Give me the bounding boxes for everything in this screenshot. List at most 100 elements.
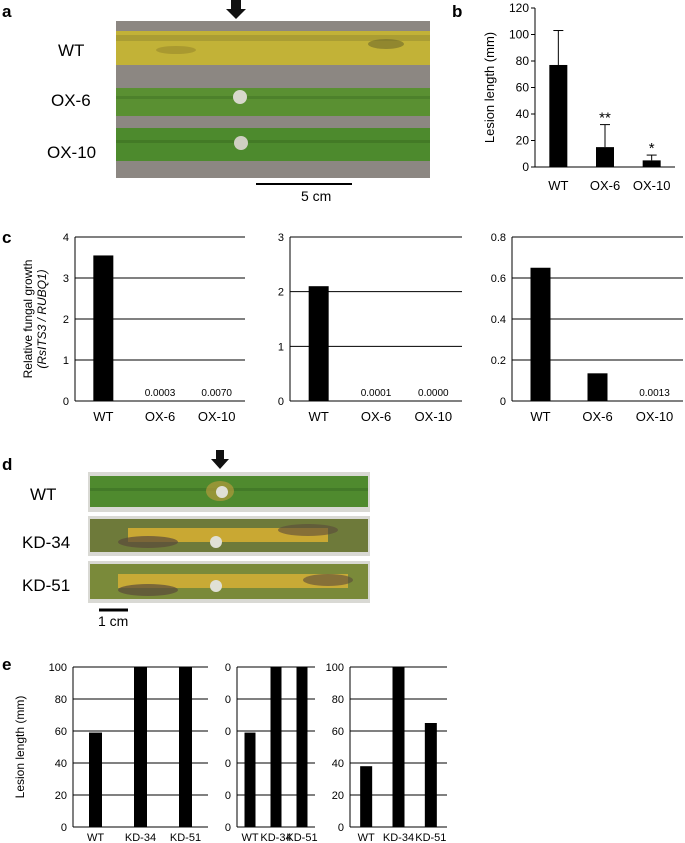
panel-label-b: b (452, 2, 463, 21)
e2-ytick-label: 20 (225, 790, 231, 802)
c1-xtick-label: OX-10 (198, 409, 236, 424)
b-xtick-label: OX-10 (633, 178, 671, 193)
e1-ytick-label: 80 (55, 694, 67, 706)
c1-xtick-label: WT (93, 409, 113, 424)
e1-bar-WT (89, 732, 102, 827)
b-ytick-label: 0 (522, 160, 529, 174)
e1-bar-KD-34 (134, 667, 147, 827)
c2-ytick-label: 3 (278, 232, 284, 244)
e1-bar-KD-51 (179, 667, 192, 827)
photo-a-leaves (116, 0, 430, 185)
c3-ytick-label: 0.4 (491, 314, 506, 326)
b-xtick-label: WT (548, 178, 568, 193)
e2-xtick-label: KD-51 (286, 832, 317, 843)
panel-label-d: d (2, 455, 13, 474)
e3-ytick-label: 100 (326, 662, 344, 674)
c3-xtick-label: WT (530, 409, 550, 424)
e2-xtick-label: KD-34 (260, 832, 291, 843)
e3-xtick-label: KD-51 (415, 832, 446, 843)
e3-ytick-label: 80 (332, 694, 344, 706)
arrow-a-icon (226, 0, 246, 19)
scale-bar-a-label: 5 cm (301, 188, 332, 204)
e3-bar-KD-51 (424, 723, 437, 827)
b-bar-OX-10 (642, 160, 661, 167)
e1-xtick-label: WT (87, 832, 104, 843)
chart-e3: 0 20 40 60 80 100 WT KD-34 KD-51 (326, 662, 447, 843)
c2-bar-WT (308, 286, 329, 401)
c1-value-label: 0.0003 (145, 388, 176, 399)
c3-ytick-label: 0.6 (491, 273, 506, 285)
e1-ytick-label: 40 (55, 758, 67, 770)
chart-e1: 0 20 40 60 80 100 WT KD-34 KD-51 Lesion length (m… (13, 662, 208, 843)
c3-bar-OX-6 (587, 373, 608, 401)
c1-bar-WT (93, 255, 114, 401)
c2-value-label: 0.0001 (361, 388, 392, 399)
e3-xtick-label: WT (358, 832, 375, 843)
b-ytick-label: 60 (516, 81, 530, 95)
chart-b-ylabel: Lesion length (mm) (482, 32, 497, 143)
chart-b: 0 20 40 60 80 100 120 WT ** OX-6 * OX-10 Lesion leng… (482, 1, 675, 193)
chart-e1-ylabel: Lesion length (mm) (13, 696, 27, 799)
c1-ytick-label: 0 (63, 396, 69, 408)
photo-a-label-wt: WT (58, 41, 85, 60)
photo-d-label-kd51: KD-51 (22, 576, 71, 595)
arrow-d-icon (211, 450, 229, 469)
photo-d-leaves (88, 450, 370, 612)
b-significance: ** (599, 110, 611, 127)
panel-label-c: c (2, 228, 12, 247)
photo-a-label-ox10: OX-10 (47, 143, 97, 162)
e3-ytick-label: 40 (332, 758, 344, 770)
c1-ytick-label: 3 (63, 273, 69, 285)
e1-xtick-label: KD-51 (170, 832, 201, 843)
c2-ytick-label: 1 (278, 341, 284, 353)
e2-ytick-label: 60 (225, 726, 231, 738)
c3-ytick-label: 0.8 (491, 232, 506, 244)
e3-bar-WT (360, 766, 373, 827)
c1-value-label: 0.0070 (201, 388, 232, 399)
c3-ytick-label: 0.2 (491, 355, 506, 367)
c1-ytick-label: 4 (63, 232, 69, 244)
b-xtick-label: OX-6 (590, 178, 620, 193)
panel-label-e: e (2, 655, 12, 674)
panel-label-a: a (2, 2, 12, 21)
c2-xtick-label: OX-6 (361, 409, 391, 424)
e2-ytick-label: 40 (225, 758, 231, 770)
e2-ytick-label: 80 (225, 694, 231, 706)
e2-xtick-label: WT (241, 832, 258, 843)
e2-bar-KD-51 (296, 667, 308, 827)
e3-ytick-label: 0 (338, 822, 344, 834)
c1-ytick-label: 2 (63, 314, 69, 326)
e2-ytick-label: 0 (225, 822, 231, 834)
chart-c1: 0 1 2 3 4 WT 0.0003 OX-6 0.0070 OX-10 Relative fun… (21, 232, 245, 424)
scale-bar-d-label: 1 cm (98, 613, 129, 629)
c3-ytick-label: 0 (500, 396, 506, 408)
b-ytick-label: 100 (509, 28, 529, 42)
e2-bar-KD-34 (270, 667, 282, 827)
b-bar-OX-6 (596, 147, 614, 167)
e1-ytick-label: 0 (61, 822, 67, 834)
e1-ytick-label: 20 (55, 790, 67, 802)
photo-a-label-ox6: OX-6 (51, 91, 91, 110)
e2-ytick-label: 100 (225, 662, 231, 674)
b-significance: * (649, 140, 655, 157)
c2-ytick-label: 2 (278, 287, 284, 299)
chart-c1-ylabel-line2: (RsITS3 / RUBQ1) (35, 269, 49, 368)
c3-bar-WT (530, 267, 551, 401)
e1-xtick-label: KD-34 (125, 832, 156, 843)
b-bar-WT (549, 64, 568, 167)
c2-ytick-label: 0 (278, 396, 284, 408)
e3-bar-KD-34 (392, 667, 405, 827)
c1-xtick-label: OX-6 (145, 409, 175, 424)
photo-d-label-kd34: KD-34 (22, 533, 71, 552)
e3-xtick-label: KD-34 (383, 832, 414, 843)
e3-ytick-label: 20 (332, 790, 344, 802)
e1-ytick-label: 100 (49, 662, 67, 674)
b-ytick-label: 120 (509, 1, 529, 15)
b-ytick-label: 40 (516, 107, 530, 121)
photo-d-label-wt: WT (30, 485, 57, 504)
c2-value-label: 0.0000 (418, 388, 449, 399)
c1-ytick-label: 1 (63, 355, 69, 367)
c3-xtick-label: OX-10 (636, 409, 674, 424)
c3-value-label: 0.0013 (639, 388, 670, 399)
